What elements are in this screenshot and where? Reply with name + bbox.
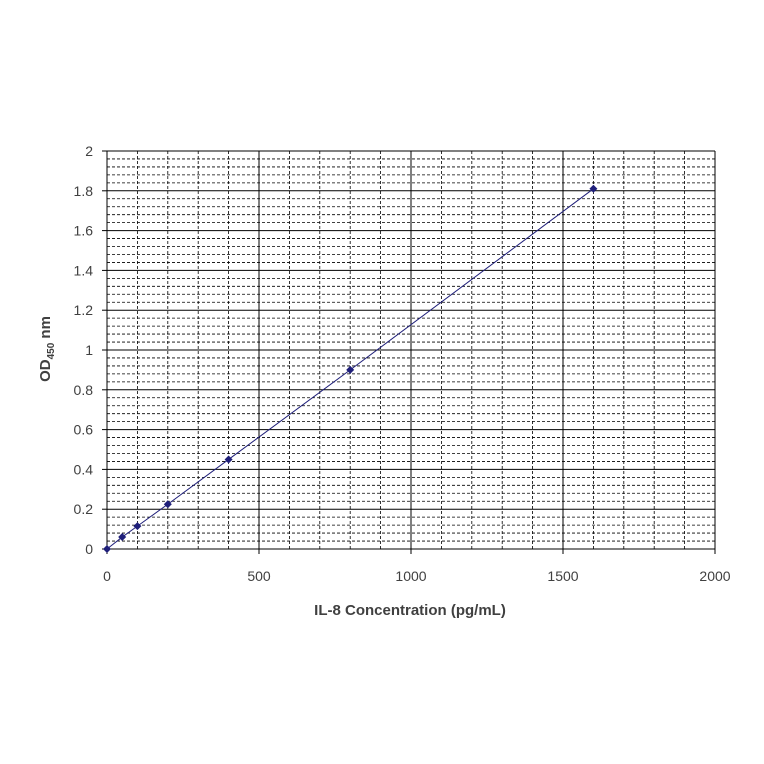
axes: [102, 150, 716, 554]
y-tick-label: 0.2: [74, 501, 94, 517]
data-point: [118, 533, 127, 542]
major-grid: [106, 150, 716, 550]
y-axis-label: OD450 nm: [37, 316, 57, 382]
data-point: [163, 500, 172, 509]
data-point: [133, 522, 142, 531]
x-tick-label: 2000: [699, 568, 730, 584]
data-point: [103, 545, 111, 553]
y-tick-label: 1.4: [74, 262, 94, 278]
x-tick-labels: 0 500 1000 1500 2000: [103, 568, 731, 584]
y-tick-label: 1.6: [74, 223, 94, 239]
y-tick-label: 0: [85, 541, 93, 557]
y-tick-label: 1.2: [74, 302, 94, 318]
y-tick-label: 1.8: [74, 183, 94, 199]
series: [103, 184, 598, 553]
y-tick-label: 0.6: [74, 422, 94, 438]
x-tick-label: 500: [247, 568, 271, 584]
x-tick-label: 1500: [547, 568, 578, 584]
y-tick-labels: 0 0.2 0.4 0.6 0.8 1 1.2 1.4 1.6 1.8 2: [74, 143, 94, 557]
y-tick-label: 0.8: [74, 382, 94, 398]
y-axis-label-unit: nm: [37, 316, 54, 343]
x-tick-label: 0: [103, 568, 111, 584]
y-axis-label-subscript: 450: [46, 342, 57, 359]
y-axis-label-main: OD: [37, 359, 54, 382]
minor-grid: [107, 151, 715, 549]
x-axis-label: IL-8 Concentration (pg/mL): [314, 602, 506, 619]
y-tick-label: 0.4: [74, 461, 94, 477]
data-point: [589, 184, 598, 193]
data-point: [224, 455, 233, 464]
x-tick-label: 1000: [395, 568, 426, 584]
y-tick-label: 1: [85, 342, 93, 358]
y-tick-label: 2: [85, 143, 93, 159]
data-point: [346, 365, 355, 374]
